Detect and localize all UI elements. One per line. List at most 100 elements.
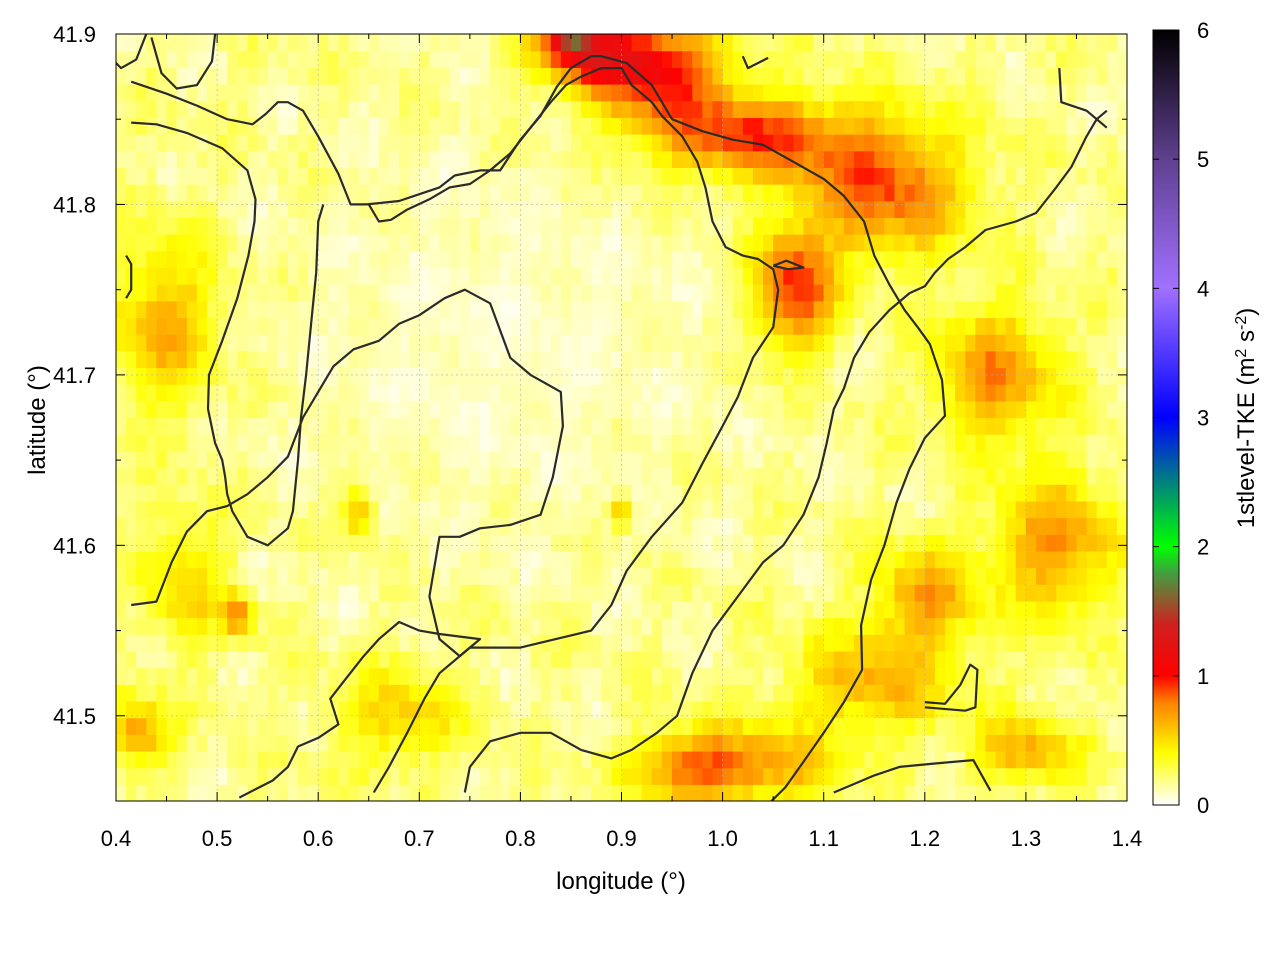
heatmap-cell [217, 167, 228, 185]
heatmap-cell [985, 767, 997, 785]
heatmap-cell [803, 200, 815, 219]
heatmap-cell [945, 200, 956, 219]
heatmap-cell [1116, 284, 1127, 302]
heatmap-cell [591, 684, 602, 702]
heatmap-cell [368, 650, 380, 669]
heatmap-cell [388, 334, 400, 352]
heatmap-cell [550, 484, 562, 502]
heatmap-cell [1096, 534, 1108, 552]
heatmap-cell [540, 300, 552, 319]
heatmap-cell [591, 484, 602, 502]
heatmap-cell [277, 250, 289, 269]
heatmap-cell [611, 434, 623, 452]
heatmap-cell [702, 50, 714, 68]
heatmap-cell [823, 767, 835, 785]
heatmap-cell [318, 200, 329, 219]
heatmap-cell [1015, 667, 1027, 685]
heatmap-cell [752, 100, 764, 118]
heatmap-cell [1076, 234, 1088, 252]
heatmap-cell [601, 767, 612, 785]
heatmap-cell [146, 617, 158, 635]
heatmap-cell [186, 550, 198, 569]
heatmap-cell [399, 684, 410, 702]
heatmap-cell [672, 117, 683, 135]
heatmap-cell [540, 117, 552, 135]
heatmap-cell [752, 767, 764, 785]
heatmap-cell [894, 417, 906, 435]
heatmap-cell [591, 584, 602, 602]
heatmap-cell [651, 684, 663, 702]
heatmap-cell [247, 84, 259, 102]
heatmap-cell [116, 434, 127, 452]
heatmap-cell [469, 417, 481, 435]
heatmap-cell [570, 500, 582, 519]
heatmap-cell [864, 334, 875, 352]
heatmap-cell [247, 634, 259, 652]
heatmap-cell [1086, 384, 1098, 402]
heatmap-cell [348, 300, 360, 319]
heatmap-cell [257, 484, 269, 502]
heatmap-cell [530, 150, 542, 168]
heatmap-cell [318, 650, 329, 669]
heatmap-cell [682, 500, 693, 519]
heatmap-cell [934, 384, 946, 402]
heatmap-cell [1086, 50, 1098, 68]
heatmap-cell [854, 417, 865, 435]
heatmap-cell [793, 34, 805, 52]
heatmap-cell [732, 284, 744, 302]
heatmap-cell [500, 400, 511, 419]
heatmap-cell [257, 217, 269, 235]
heatmap-cell [479, 434, 491, 452]
heatmap-cell [126, 500, 137, 519]
heatmap-cell [894, 517, 906, 535]
heatmap-cell [399, 517, 410, 535]
heatmap-cell [166, 67, 178, 85]
heatmap-cell [277, 767, 289, 785]
heatmap-cell [1076, 284, 1088, 302]
heatmap-cell [601, 134, 612, 152]
heatmap-cell [378, 200, 390, 219]
heatmap-cell [439, 417, 451, 435]
heatmap-cell [732, 167, 744, 185]
heatmap-cell [126, 317, 137, 335]
heatmap-cell [267, 100, 279, 118]
heatmap-cell [712, 200, 724, 219]
heatmap-cell [196, 400, 208, 419]
heatmap-cell [1005, 234, 1017, 252]
heatmap-cell [651, 567, 663, 585]
heatmap-cell [338, 34, 350, 52]
heatmap-cell [439, 34, 451, 52]
heatmap-cell [773, 134, 784, 152]
heatmap-cell [712, 117, 724, 135]
heatmap-cell [752, 684, 764, 702]
heatmap-cell [581, 484, 592, 502]
heatmap-cells [116, 34, 1127, 801]
heatmap-cell [682, 684, 693, 702]
heatmap-cell [550, 567, 562, 585]
heatmap-cell [399, 84, 410, 102]
heatmap-cell [904, 534, 916, 552]
heatmap-cell [661, 650, 673, 669]
heatmap-cell [530, 684, 542, 702]
heatmap-cell [166, 50, 178, 68]
heatmap-cell [783, 667, 794, 685]
heatmap-cell [581, 117, 592, 135]
heatmap-cell [156, 384, 168, 402]
heatmap-cell [469, 567, 481, 585]
heatmap-cell [682, 217, 693, 235]
heatmap-cell [742, 84, 754, 102]
heatmap-cell [1116, 167, 1127, 185]
heatmap-cell [126, 450, 137, 469]
heatmap-cell [318, 267, 329, 285]
heatmap-cell [449, 350, 461, 369]
heatmap-cell [419, 300, 431, 319]
heatmap-cell [267, 267, 279, 285]
heatmap-cell [661, 267, 673, 285]
heatmap-cell [833, 350, 845, 369]
heatmap-cell [308, 250, 319, 269]
heatmap-cell [732, 184, 744, 202]
heatmap-cell [267, 617, 279, 635]
heatmap-cell [308, 750, 319, 769]
heatmap-cell [945, 367, 956, 385]
heatmap-cell [1066, 334, 1078, 352]
